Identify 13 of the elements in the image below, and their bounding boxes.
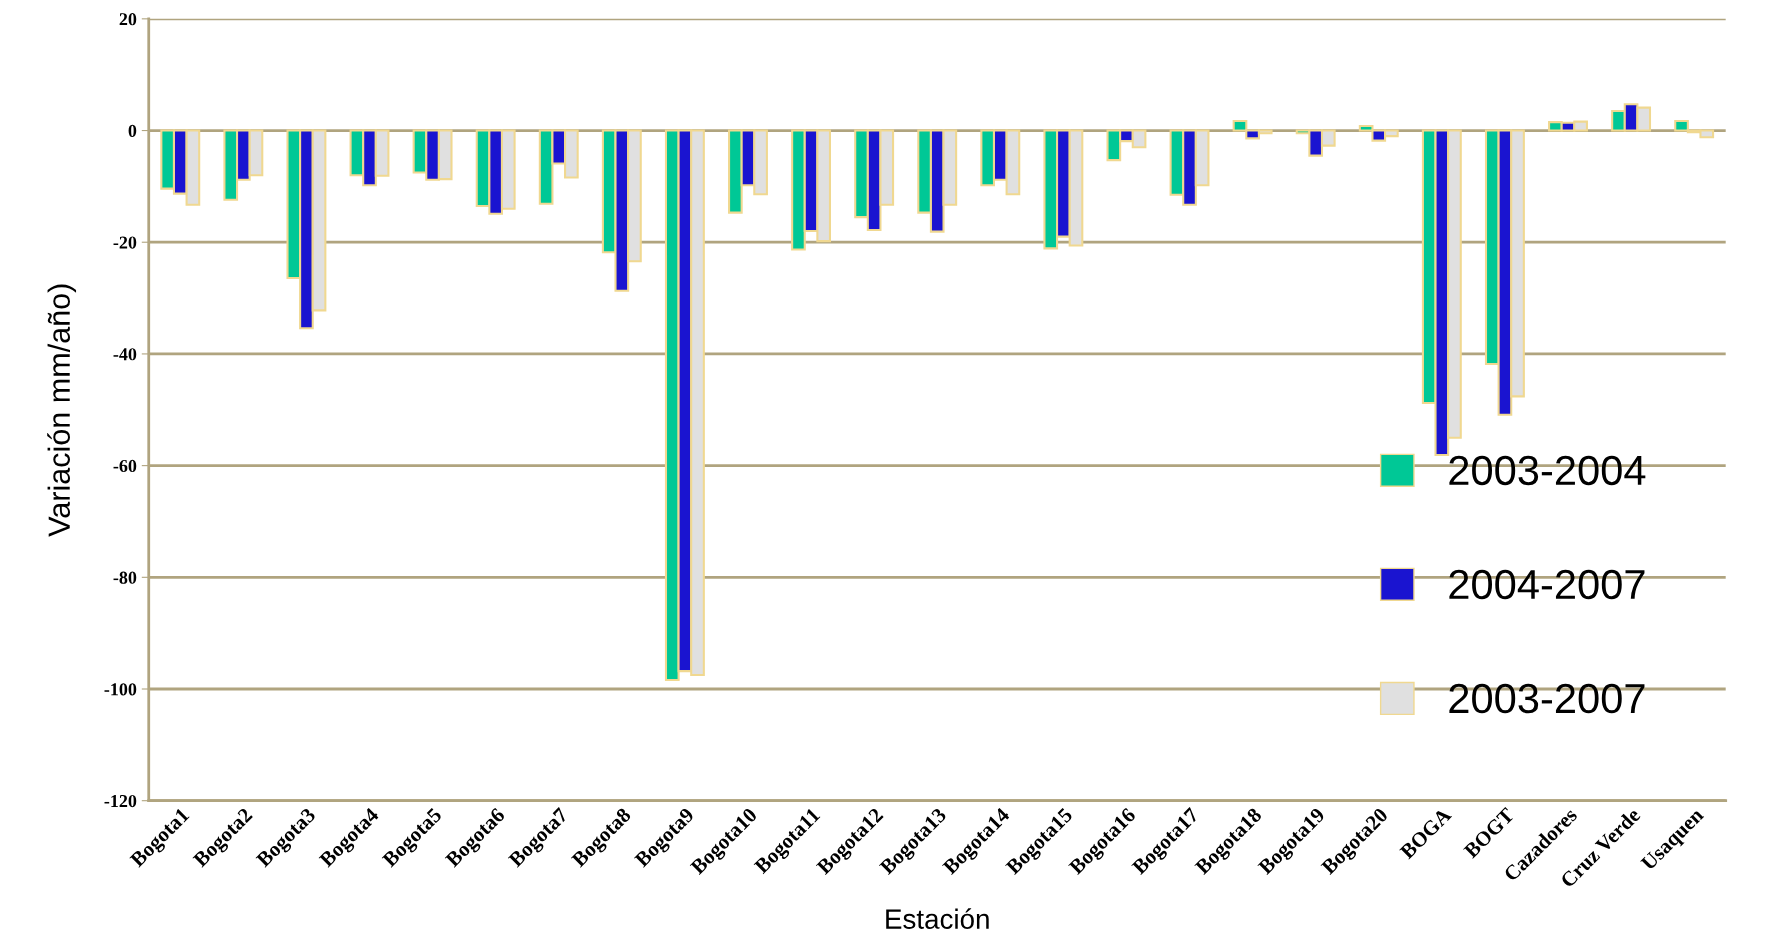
legend-label: 2004-2007 — [1449, 569, 1645, 600]
y-tick-label: -120 — [104, 794, 137, 808]
y-tick-label: -20 — [113, 236, 137, 249]
legend-label: 2003-2007 — [1449, 683, 1645, 714]
x-axis-title: Estación — [886, 908, 989, 929]
y-tick-label: -80 — [113, 571, 137, 584]
y-tick-label: -100 — [104, 683, 137, 696]
y-tick-label: 20 — [119, 13, 137, 26]
y-tick-label: -40 — [113, 348, 137, 361]
y-tick-label: -60 — [113, 459, 137, 473]
y-tick-label: 0 — [128, 124, 137, 137]
legend-label: 2003-2004 — [1449, 455, 1646, 486]
y-axis-title: Variación mm/año) — [47, 284, 77, 537]
